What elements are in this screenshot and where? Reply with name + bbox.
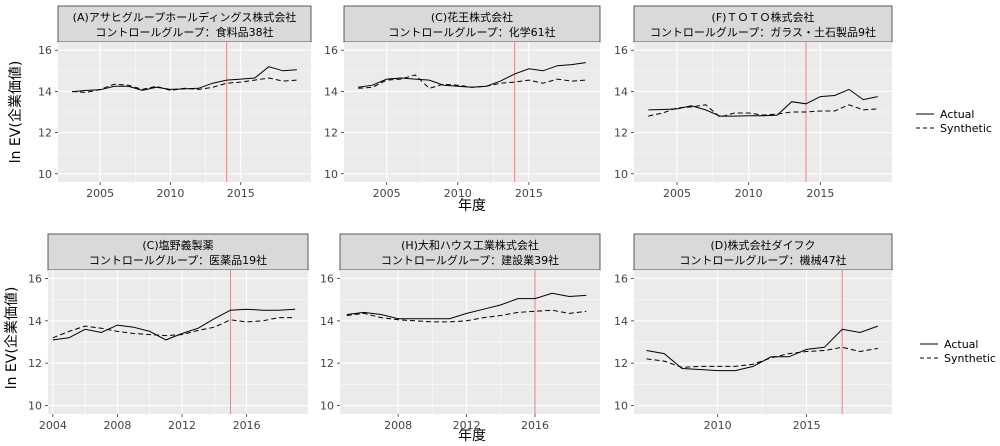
row2-xlabel: 年度 xyxy=(458,428,486,444)
panel-strip xyxy=(633,233,893,271)
series-actual-line xyxy=(346,292,587,320)
panel-strip xyxy=(343,5,601,43)
x-tick-label: 2004 xyxy=(39,419,67,432)
x-tick-label: 2005 xyxy=(663,187,691,200)
panel-title: (A)アサヒグループホールディングス株式会社 xyxy=(73,10,297,24)
row2-legend: Actual Synthetic xyxy=(920,338,996,365)
panel-subtitle: コントロールグループ：ガラス・土石製品9社 xyxy=(650,25,876,39)
panel-subtitle: コントロールグループ：建設業39社 xyxy=(381,253,559,267)
y-tick-label: 14 xyxy=(614,315,628,328)
y-tick-label: 10 xyxy=(320,400,334,413)
panel-strip xyxy=(47,233,309,271)
x-tick-label: 2008 xyxy=(384,419,412,432)
y-tick-label: 16 xyxy=(38,44,52,57)
y-tick-label: 14 xyxy=(28,315,42,328)
series-synthetic-line xyxy=(72,77,297,93)
x-tick-label: 2012 xyxy=(453,419,481,432)
y-tick-label: 14 xyxy=(320,315,334,328)
legend-actual-label: Actual xyxy=(940,108,974,121)
x-tick-label: 2008 xyxy=(103,419,131,432)
x-tick-label: 2005 xyxy=(86,187,114,200)
x-tick-label: 2015 xyxy=(227,187,255,200)
panel-subtitle: コントロールグループ：食料品38社 xyxy=(95,25,273,39)
series-actual-line xyxy=(72,66,297,93)
row1-xlabel: 年度 xyxy=(458,198,486,214)
x-tick-label: 2010 xyxy=(735,187,763,200)
x-tick-label: 2010 xyxy=(444,187,472,200)
y-tick-label: 14 xyxy=(614,85,628,98)
series-synthetic-line xyxy=(648,104,878,118)
y-tick-label: 12 xyxy=(320,357,334,370)
x-tick-label: 2010 xyxy=(156,187,184,200)
y-tick-label: 12 xyxy=(38,127,52,140)
y-tick-label: 10 xyxy=(38,168,52,181)
row1-legend: Actual Synthetic xyxy=(916,108,992,135)
legend-synthetic-label: Synthetic xyxy=(940,122,992,135)
y-tick-label: 16 xyxy=(324,44,338,57)
panel-title: (H)大和ハウス工業株式会社 xyxy=(401,238,539,252)
panel-strip xyxy=(57,5,312,43)
panel-subtitle: コントロールグループ：機械47社 xyxy=(679,253,846,267)
series-synthetic-line xyxy=(346,309,587,323)
x-tick-label: 2005 xyxy=(373,187,401,200)
y-tick-label: 16 xyxy=(614,44,628,57)
y-tick-label: 10 xyxy=(614,400,628,413)
y-tick-label: 16 xyxy=(28,272,42,285)
legend-synthetic-label: Synthetic xyxy=(944,352,996,365)
series-actual-line xyxy=(646,325,878,372)
panel-title: (C)花王株式会社 xyxy=(431,10,513,24)
y-tick-label: 10 xyxy=(28,400,42,413)
row1-ylabel: ln EV(企業価値) xyxy=(7,61,24,164)
legend-actual-label: Actual xyxy=(944,338,978,351)
panel-title: (D)株式会社ダイフク xyxy=(710,238,815,252)
panel-strip xyxy=(339,233,601,271)
y-tick-label: 14 xyxy=(324,85,338,98)
series-actual-line xyxy=(52,308,296,341)
x-tick-label: 2016 xyxy=(521,419,549,432)
x-tick-label: 2016 xyxy=(233,419,261,432)
panel-title: (C)塩野義製薬 xyxy=(142,238,213,252)
x-tick-label: 2015 xyxy=(806,187,834,200)
y-tick-label: 10 xyxy=(614,168,628,181)
x-tick-label: 2015 xyxy=(515,187,543,200)
y-tick-label: 16 xyxy=(614,272,628,285)
panel-strip xyxy=(633,5,893,43)
y-tick-label: 14 xyxy=(38,85,52,98)
panel-subtitle: コントロールグループ：医薬品19社 xyxy=(89,253,267,267)
y-tick-label: 12 xyxy=(324,127,338,140)
series-synthetic-line xyxy=(646,346,878,368)
row2-ylabel: ln EV(企業価値) xyxy=(3,287,20,390)
x-tick-label: 2010 xyxy=(704,419,732,432)
x-tick-label: 2012 xyxy=(168,419,196,432)
y-tick-label: 12 xyxy=(614,127,628,140)
series-synthetic-line xyxy=(52,317,296,339)
y-tick-label: 12 xyxy=(28,357,42,370)
series-actual-line xyxy=(648,88,878,117)
panel-subtitle: コントロールグループ：化学61社 xyxy=(388,25,555,39)
series-synthetic-line xyxy=(358,74,586,89)
y-tick-label: 12 xyxy=(614,357,628,370)
y-tick-label: 16 xyxy=(320,272,334,285)
x-tick-label: 2015 xyxy=(793,419,821,432)
panel-title: (F)ＴＯＴＯ株式会社 xyxy=(712,10,815,24)
y-tick-label: 10 xyxy=(324,168,338,181)
